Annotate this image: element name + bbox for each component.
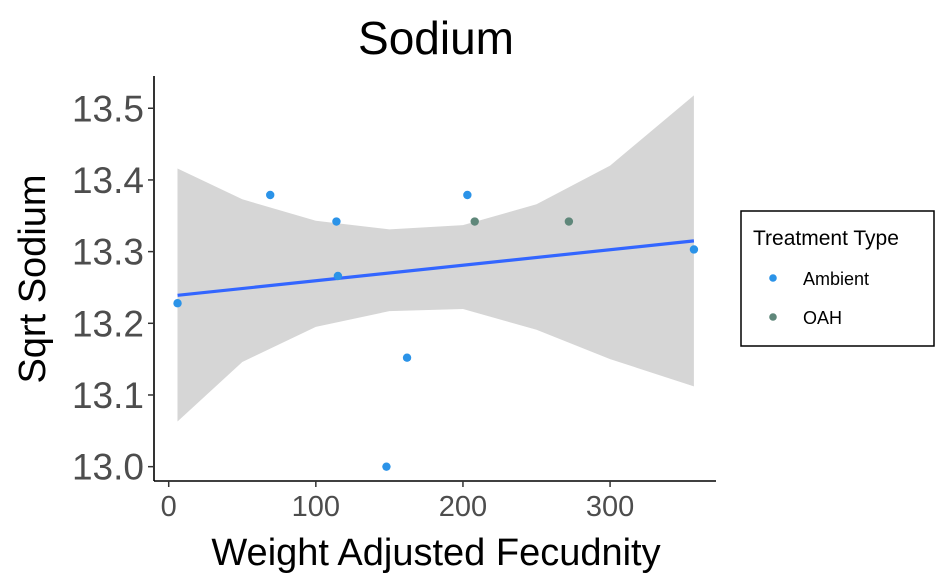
- point-ambient-2: [266, 190, 275, 200]
- y-tick-label: 13.5: [72, 88, 144, 129]
- data-points: [173, 190, 699, 471]
- legend-label-ambient: Ambient: [803, 269, 869, 289]
- confidence-band: [177, 95, 694, 422]
- legend-key-oah: [769, 313, 777, 321]
- y-tick-label: 13.4: [72, 160, 144, 201]
- legend-key-ambient: [769, 274, 777, 282]
- x-tick-label: 300: [586, 491, 634, 523]
- point-ambient-1: [173, 299, 182, 308]
- y-tick-label: 13.1: [72, 375, 144, 416]
- x-tick-label: 100: [292, 491, 340, 523]
- x-axis-ticks: 0 100 200 300: [161, 481, 634, 523]
- x-tick-label: 200: [439, 491, 487, 523]
- y-tick-label: 13.0: [72, 447, 144, 488]
- point-oah-1: [470, 217, 479, 226]
- legend-label-oah: OAH: [803, 308, 842, 328]
- y-axis-ticks: 13.0 13.1 13.2 13.3 13.4 13.5: [72, 88, 154, 488]
- point-oah-2: [564, 217, 574, 226]
- legend-title: Treatment Type: [753, 227, 899, 250]
- plot-area: [173, 95, 699, 471]
- regression-line: [177, 239, 695, 297]
- x-tick-label: 0: [161, 491, 177, 523]
- point-ambient-6: [402, 353, 412, 362]
- chart-title: Sodium: [358, 12, 514, 64]
- y-tick-label: 13.2: [72, 303, 144, 344]
- point-ambient-7: [463, 190, 472, 200]
- y-tick-label: 13.3: [72, 232, 144, 273]
- y-axis-title: Sqrt Sodium: [12, 174, 54, 383]
- point-ambient-4: [333, 271, 343, 281]
- point-ambient-8: [689, 245, 699, 254]
- point-ambient-5: [382, 462, 391, 471]
- x-axis-title: Weight Adjusted Fecudnity: [211, 532, 660, 574]
- legend: Treatment Type Ambient OAH: [740, 210, 935, 347]
- point-ambient-3: [332, 217, 341, 226]
